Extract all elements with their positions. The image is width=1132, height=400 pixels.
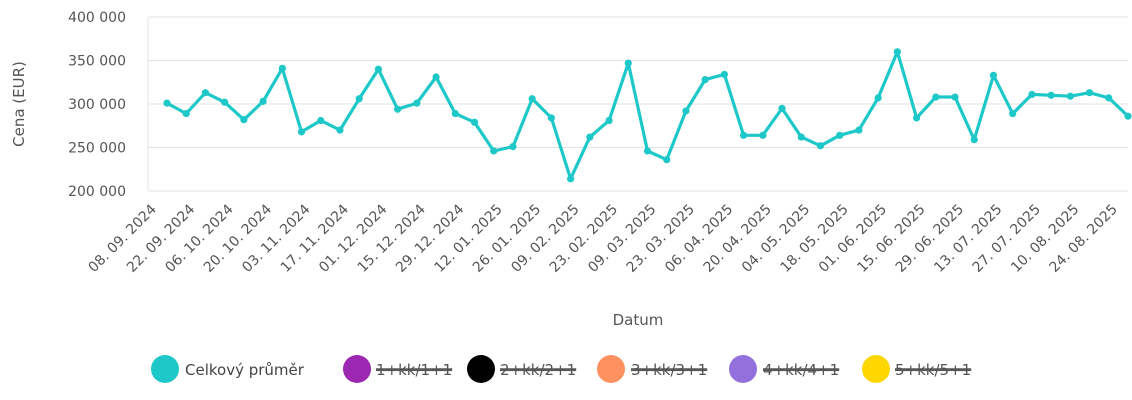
legend-label: 5+kk/5+1 — [895, 361, 971, 379]
legend-label: 4+kk/4+1 — [763, 361, 839, 379]
data-point[interactable] — [470, 118, 479, 126]
legend-label: 1+kk/1+1 — [376, 361, 452, 379]
data-point[interactable] — [355, 95, 363, 103]
data-point[interactable] — [297, 128, 306, 136]
data-point[interactable] — [740, 131, 748, 139]
data-point[interactable] — [163, 99, 171, 107]
data-point[interactable] — [893, 48, 901, 56]
data-point[interactable] — [317, 116, 325, 125]
data-point[interactable] — [567, 175, 575, 183]
legend-marker — [862, 355, 890, 383]
legend-item[interactable]: 2+kk/2+1 — [467, 355, 577, 383]
legend-marker — [597, 355, 625, 383]
legend-marker — [467, 355, 495, 383]
data-point[interactable] — [816, 142, 825, 150]
legend-label: 3+kk/3+1 — [631, 361, 707, 379]
data-point[interactable] — [413, 99, 421, 107]
data-point[interactable] — [970, 136, 978, 144]
data-point[interactable] — [547, 114, 556, 122]
y-tick-label: 200 000 — [68, 184, 126, 200]
data-point[interactable] — [394, 105, 402, 113]
data-point[interactable] — [336, 126, 344, 134]
x-axis-title: Datum — [613, 311, 664, 329]
data-point[interactable] — [663, 156, 671, 164]
data-point[interactable] — [989, 71, 998, 79]
legend-marker — [729, 355, 757, 383]
series-line-celkovy-prumer — [165, 50, 1130, 181]
x-tick-label: 24. 08. 2025 — [1047, 202, 1121, 276]
data-point[interactable] — [951, 93, 959, 101]
data-point[interactable] — [374, 65, 383, 73]
legend: Celkový průměr 1+kk/1+1 2+kk/2+1 3+kk/3+1 4+… — [151, 355, 972, 383]
data-point[interactable] — [451, 109, 459, 118]
data-point[interactable] — [528, 95, 536, 103]
legend-marker — [151, 355, 179, 383]
data-point[interactable] — [259, 97, 267, 105]
data-point[interactable] — [586, 133, 594, 141]
data-point[interactable] — [432, 73, 440, 81]
data-point[interactable] — [701, 76, 709, 84]
legend-marker — [343, 355, 371, 383]
data-point[interactable] — [643, 147, 652, 155]
legend-item[interactable]: 5+kk/5+1 — [862, 355, 972, 383]
data-point[interactable] — [182, 109, 190, 118]
data-point[interactable] — [874, 94, 882, 102]
data-point[interactable] — [1066, 92, 1074, 100]
data-point[interactable] — [932, 93, 940, 101]
data-point[interactable] — [1028, 90, 1036, 99]
data-point[interactable] — [278, 64, 286, 72]
legend-label: 2+kk/2+1 — [500, 361, 576, 379]
data-point[interactable] — [509, 143, 517, 151]
data-point[interactable] — [836, 131, 844, 139]
data-point[interactable] — [240, 116, 248, 124]
y-tick-label: 300 000 — [68, 97, 126, 113]
legend-item[interactable]: 3+kk/3+1 — [597, 355, 708, 383]
data-point[interactable] — [1009, 109, 1017, 118]
data-point[interactable] — [221, 98, 229, 106]
y-tick-label: 250 000 — [68, 141, 126, 157]
data-point[interactable] — [912, 114, 921, 122]
data-point[interactable] — [1124, 112, 1132, 120]
data-point[interactable] — [759, 131, 767, 139]
data-point[interactable] — [720, 70, 728, 79]
data-point[interactable] — [1047, 91, 1055, 99]
legend-label: Celkový průměr — [185, 361, 305, 379]
data-point[interactable] — [1085, 89, 1094, 97]
data-point[interactable] — [855, 126, 863, 134]
data-point[interactable] — [778, 104, 786, 112]
y-axis-title: Cena (EUR) — [10, 61, 28, 147]
data-point[interactable] — [1105, 94, 1113, 102]
legend-item[interactable]: Celkový průměr — [151, 355, 305, 383]
data-point[interactable] — [624, 59, 632, 67]
y-axis-ticks: 400 000 350 000 300 000 250 000 200 000 — [68, 10, 126, 200]
y-tick-label: 400 000 — [68, 10, 126, 26]
data-point[interactable] — [682, 107, 690, 115]
legend-item[interactable]: 4+kk/4+1 — [729, 355, 840, 383]
data-point[interactable] — [797, 133, 805, 141]
data-point[interactable] — [605, 116, 613, 125]
data-point[interactable] — [201, 89, 210, 97]
y-tick-label: 350 000 — [68, 54, 126, 70]
data-point[interactable] — [490, 147, 498, 155]
legend-item[interactable]: 1+kk/1+1 — [343, 355, 453, 383]
series-layer — [163, 48, 1132, 183]
